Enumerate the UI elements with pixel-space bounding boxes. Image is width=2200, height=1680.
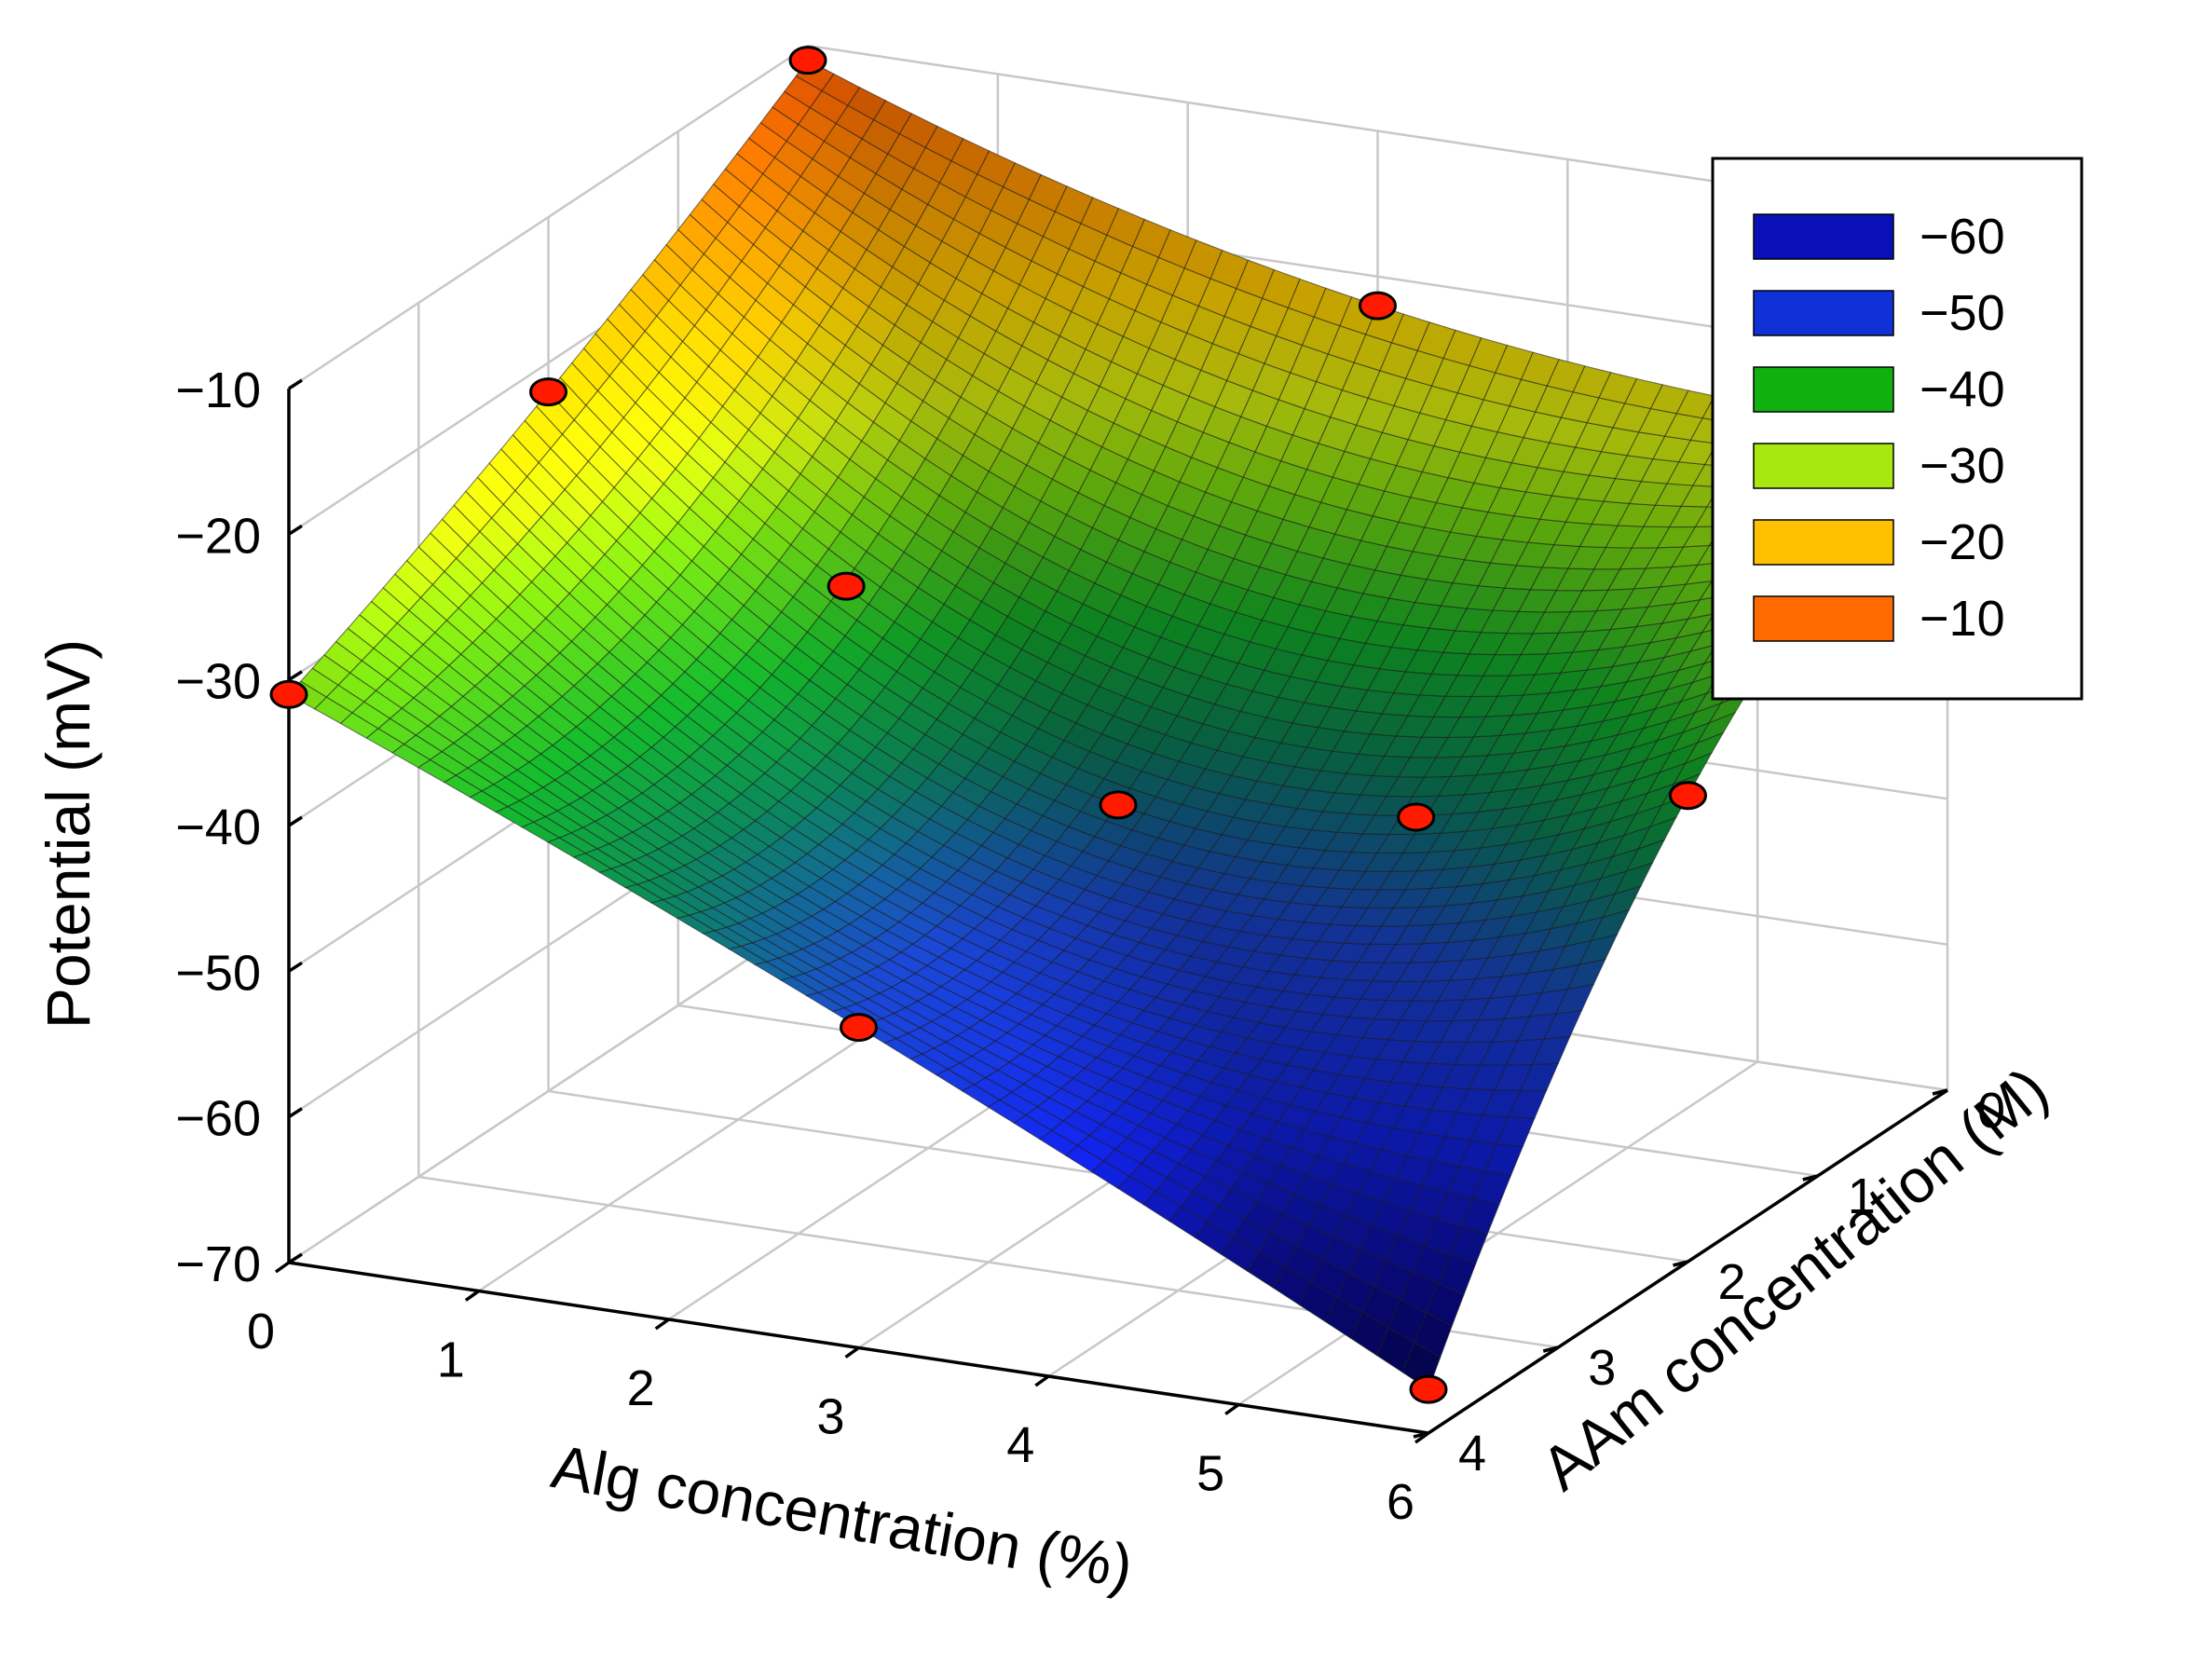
legend-label: −60: [1920, 209, 2005, 265]
x-tick-mark: [654, 1318, 670, 1331]
x-tick-mark: [464, 1290, 480, 1302]
z-tick-label: −70: [175, 1236, 261, 1292]
z-tick-label: −10: [175, 362, 261, 418]
y-tick-label: 1: [1848, 1168, 1876, 1224]
x-tick-label: 0: [247, 1304, 275, 1359]
axis-layer: [274, 378, 1948, 1444]
x-tick-mark: [844, 1346, 860, 1359]
legend: −60 −50 −40 −30 −20 −10: [1711, 157, 2084, 701]
z-tick-mark: [288, 524, 303, 536]
z-tick-mark: [288, 961, 303, 973]
y-tick-mark: [1802, 1174, 1819, 1181]
y-tick-mark: [1542, 1345, 1559, 1353]
y-tick-mark: [1673, 1260, 1688, 1267]
x-axis-title: Alg concentration (%): [547, 1431, 1138, 1601]
x-tick-mark: [274, 1261, 291, 1274]
surface-layer: [288, 59, 1949, 1390]
y-tick-label: 2: [1718, 1254, 1746, 1310]
data-point: [1409, 1374, 1448, 1404]
legend-swatch: [1753, 443, 1894, 489]
tick-labels-layer: 0 1 2 3 4 5 6 0 1 2 3 4 −10 −20 −30 −40 −50 −60 −70: [175, 362, 2005, 1530]
y-tick-mark: [1932, 1088, 1948, 1096]
data-point: [529, 377, 567, 407]
z-tick-label: −40: [175, 799, 261, 855]
legend-swatch: [1753, 290, 1894, 336]
z-tick-label: −30: [175, 654, 261, 710]
z-axis-title: Potential (mV): [34, 639, 102, 1029]
legend-label: −30: [1920, 438, 2005, 494]
data-point: [1359, 291, 1397, 321]
data-point: [827, 571, 866, 601]
x-tick-label: 5: [1196, 1446, 1224, 1502]
z-tick-mark: [288, 815, 303, 827]
x-tick-mark: [1224, 1403, 1240, 1415]
legend-label: −40: [1920, 362, 2005, 417]
legend-swatch: [1753, 519, 1894, 566]
z-tick-mark: [288, 1252, 303, 1264]
data-point: [840, 1013, 878, 1043]
x-tick-label: 2: [627, 1360, 655, 1416]
y-tick-label: 0: [1977, 1083, 2005, 1139]
z-tick-label: −50: [175, 945, 261, 1001]
z-tick-label: −20: [175, 508, 261, 564]
data-point: [1099, 790, 1138, 820]
y-tick-mark: [1413, 1431, 1429, 1439]
y-tick-label: 4: [1458, 1426, 1486, 1482]
z-tick-mark: [288, 670, 303, 682]
data-point: [269, 679, 308, 709]
z-tick-mark: [288, 378, 303, 390]
x-tick-label: 4: [1006, 1417, 1034, 1473]
grid-line-z: [288, 44, 1948, 390]
legend-swatch: [1753, 595, 1894, 642]
x-tick-mark: [1034, 1374, 1050, 1387]
y-tick-label: 3: [1588, 1340, 1616, 1396]
z-tick-mark: [288, 1107, 303, 1119]
legend-items: −60 −50 −40 −30 −20 −10: [1753, 209, 2005, 647]
legend-swatch: [1753, 213, 1894, 260]
legend-label: −20: [1920, 514, 2005, 570]
y-axis-title: AAm concentration (M): [1528, 1054, 2060, 1503]
legend-label: −50: [1920, 285, 2005, 341]
x-tick-label: 3: [816, 1389, 844, 1445]
z-tick-label: −60: [175, 1091, 261, 1147]
x-tick-label: 6: [1387, 1474, 1414, 1530]
data-point: [1397, 802, 1436, 832]
data-point: [788, 46, 827, 75]
data-point: [1669, 781, 1707, 811]
legend-label: −10: [1920, 591, 2005, 647]
x-tick-label: 1: [437, 1332, 465, 1388]
legend-swatch: [1753, 366, 1894, 413]
